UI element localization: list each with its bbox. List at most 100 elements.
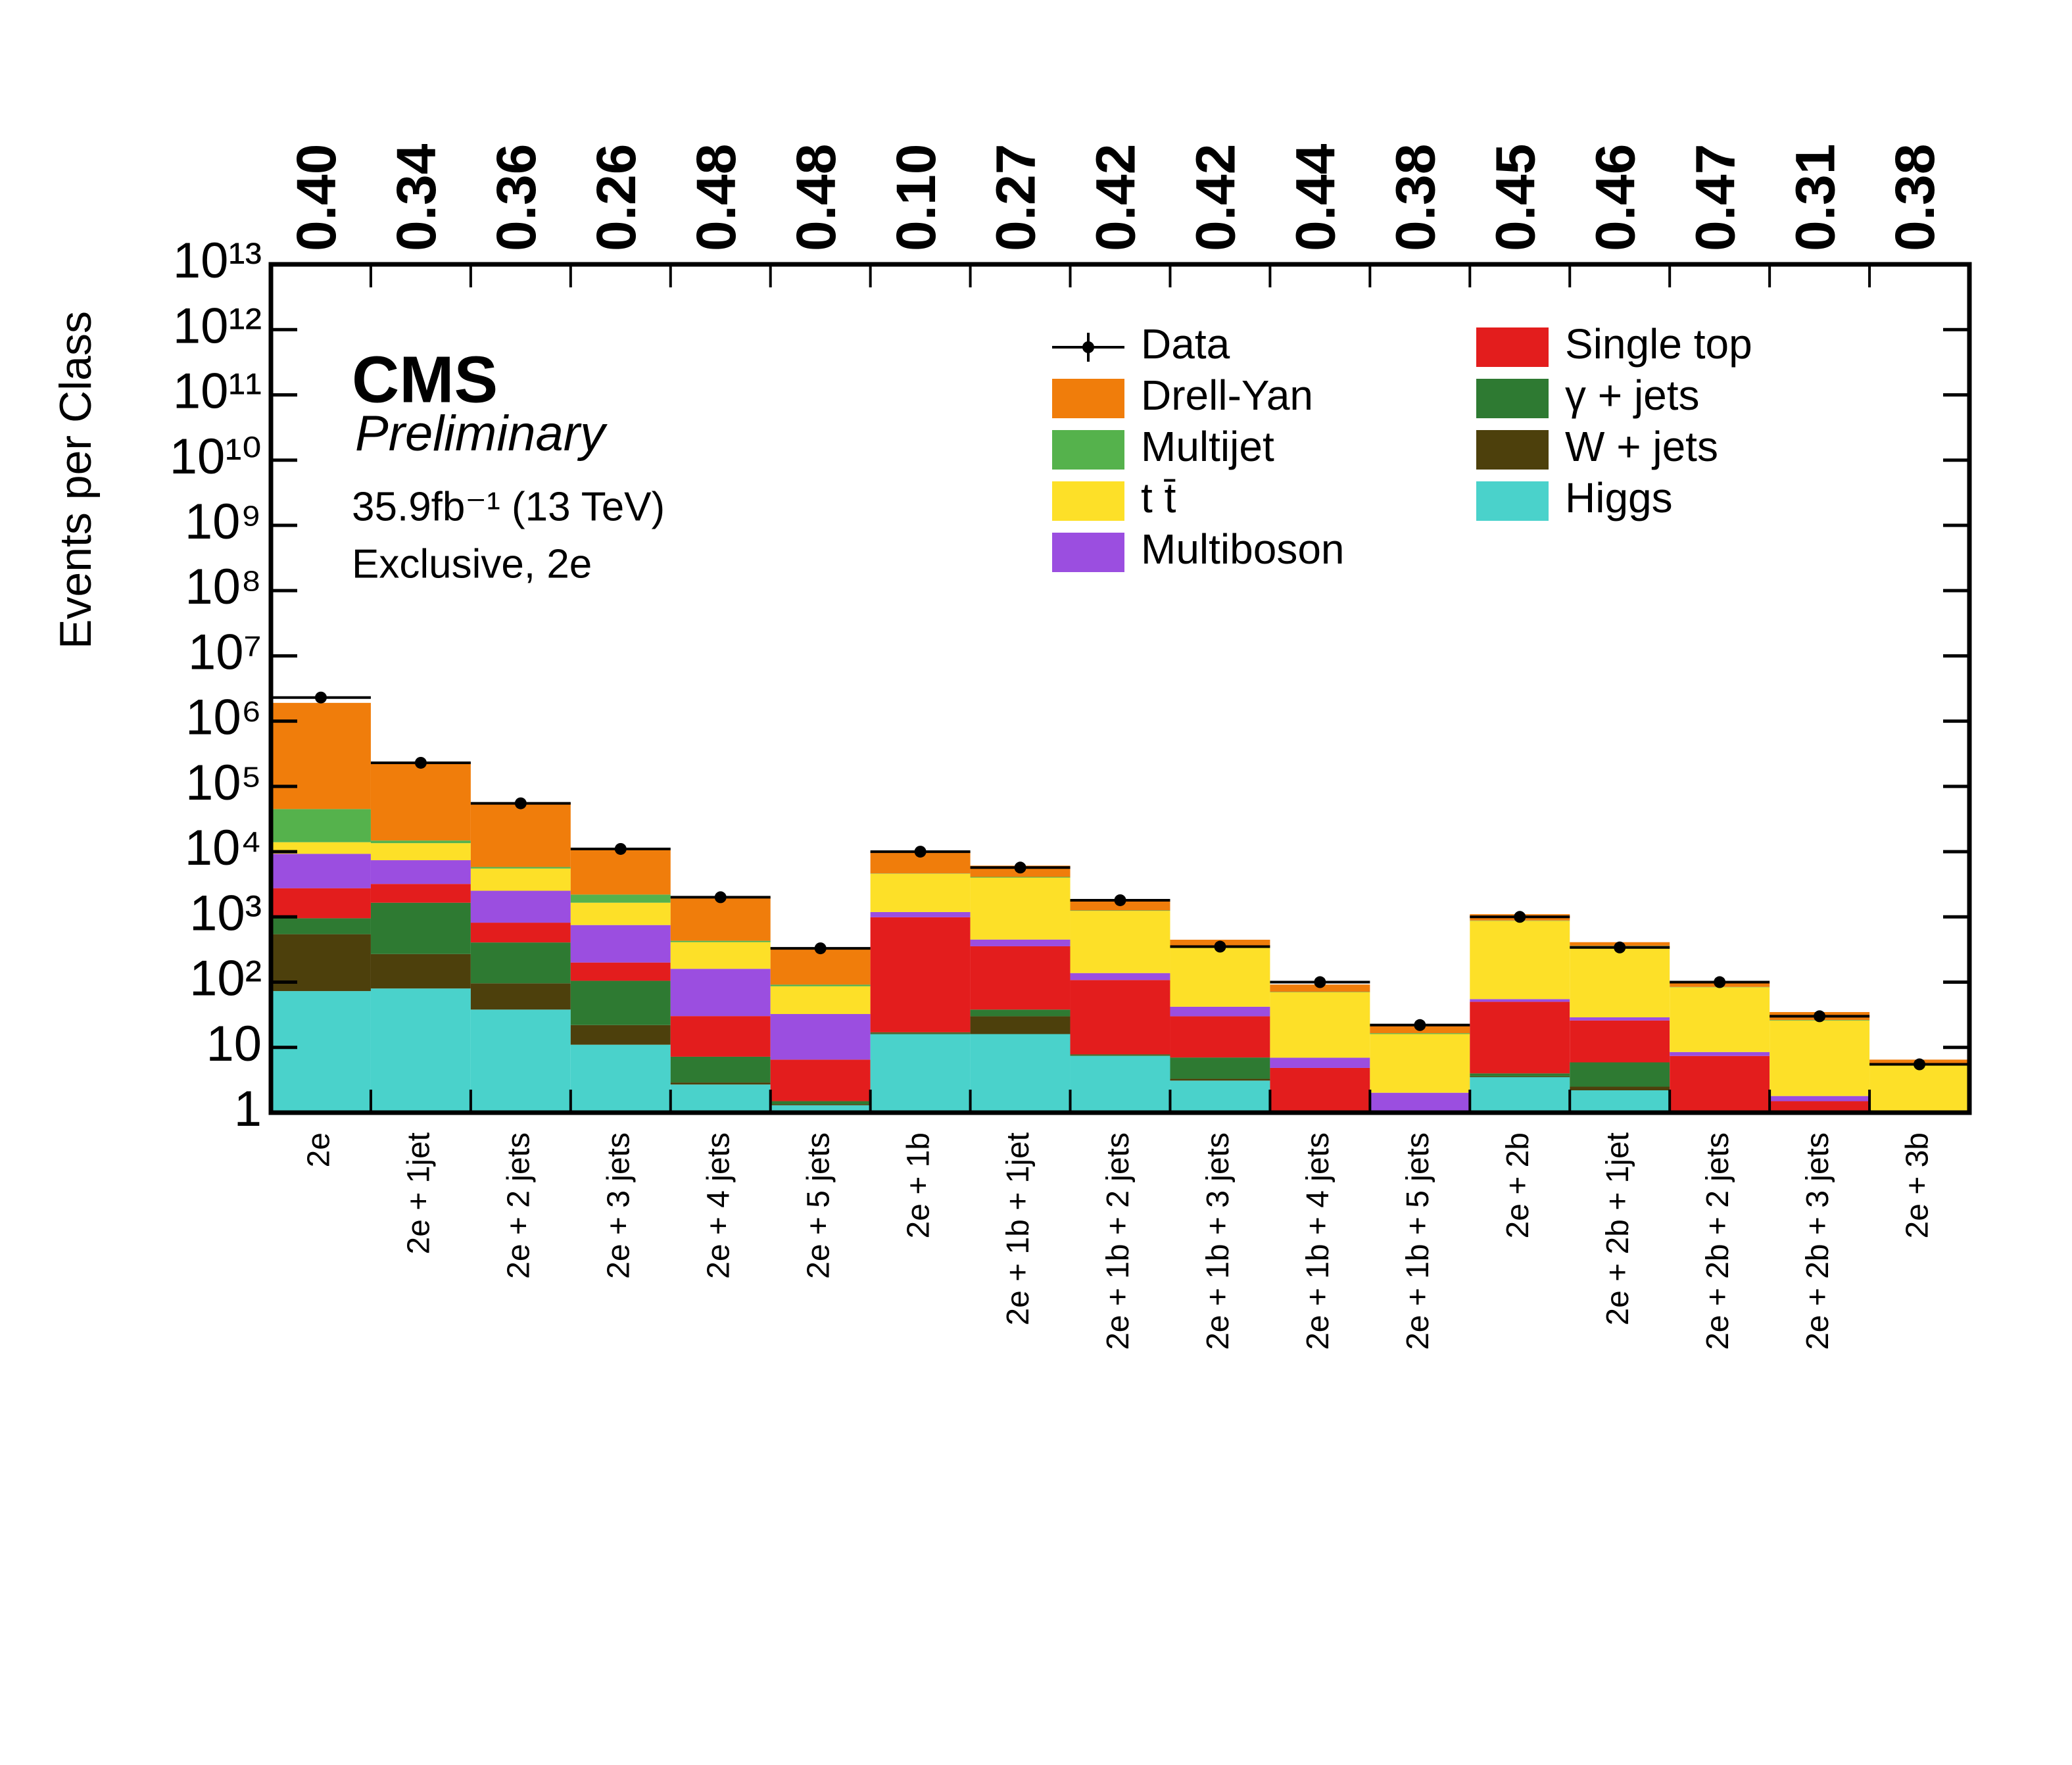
bar-segment xyxy=(670,940,771,942)
x-tick-label: 2e + 1b + 5 jets xyxy=(1401,1132,1435,1350)
bar-segment xyxy=(1570,1062,1670,1087)
top-value-label: 0.48 xyxy=(785,144,847,252)
bar-segment xyxy=(570,962,671,981)
bar-segment xyxy=(470,802,571,867)
bar-segment xyxy=(271,918,371,934)
legend-swatch xyxy=(1052,533,1124,572)
bar-segment xyxy=(870,1034,971,1113)
bar-segment xyxy=(970,1016,1071,1034)
y-tick-label: 10 xyxy=(206,1016,262,1072)
bar-segment xyxy=(1570,1020,1670,1063)
bar-segment xyxy=(770,984,871,986)
data-point xyxy=(1514,911,1526,923)
bar-segment xyxy=(1770,1096,1870,1101)
bar-segment xyxy=(1670,1052,1770,1056)
bar-segment xyxy=(470,983,571,1010)
bar-segment xyxy=(870,917,971,1032)
bar-segment xyxy=(370,988,471,1113)
bar-segment xyxy=(870,1032,971,1034)
x-tick-label: 2e + 1b + 4 jets xyxy=(1301,1132,1336,1350)
y-tick-label: 10¹⁰ xyxy=(170,429,262,485)
legend-label: Multijet xyxy=(1141,423,1274,470)
y-tick-label: 10² xyxy=(189,951,262,1007)
legend-swatch xyxy=(1052,481,1124,521)
bar-segment xyxy=(1070,1054,1170,1056)
y-tick-label: 10³ xyxy=(189,885,262,941)
bar-segment xyxy=(1470,1073,1570,1076)
legend-swatch xyxy=(1476,379,1549,418)
top-value-label: 0.10 xyxy=(885,144,947,252)
bar-segment xyxy=(1470,999,1570,1002)
bar-segment xyxy=(1070,980,1170,1055)
top-value-label: 0.42 xyxy=(1185,144,1247,252)
bar-segment xyxy=(1070,911,1170,973)
top-value-label: 0.34 xyxy=(385,143,447,251)
bar-segment xyxy=(370,884,471,903)
top-value-label: 0.47 xyxy=(1684,144,1746,252)
x-tick-label: 2e + 1b + 3 jets xyxy=(1201,1132,1236,1350)
top-value-label: 0.38 xyxy=(1385,144,1447,252)
y-tick-label: 10⁶ xyxy=(185,690,262,746)
bar-segment xyxy=(670,897,771,941)
x-tick-label: 2e + 1b + 2 jets xyxy=(1101,1132,1136,1350)
bar-segment xyxy=(570,894,671,903)
bar-segment xyxy=(1270,1067,1370,1113)
top-value-label: 0.48 xyxy=(685,144,747,252)
bar-segment xyxy=(570,1044,671,1113)
x-tick-label: 2e + 3 jets xyxy=(601,1132,636,1279)
x-tick-label: 2e + 3b xyxy=(1900,1132,1935,1238)
bar-segment xyxy=(370,860,471,884)
bar-segment xyxy=(570,902,671,925)
legend-label: γ + jets xyxy=(1565,372,1700,419)
bar-segment xyxy=(1170,1078,1270,1081)
bar-segment xyxy=(1270,984,1370,992)
bar-segment xyxy=(670,1016,771,1057)
bar-segment xyxy=(470,890,571,923)
bar-segment xyxy=(970,1034,1071,1113)
bar-segment xyxy=(470,1009,571,1113)
bar-segment xyxy=(1670,1127,1770,1132)
bar-segment xyxy=(370,840,471,844)
bar-segment xyxy=(770,1104,871,1105)
top-value-label: 0.46 xyxy=(1584,144,1646,252)
data-point xyxy=(1214,940,1226,953)
bar-segment xyxy=(1570,1090,1670,1113)
bar-segment xyxy=(271,702,371,810)
x-tick-label: 2e + 1b xyxy=(901,1132,936,1238)
top-value-label: 0.36 xyxy=(485,144,547,252)
bar-segment xyxy=(1370,1034,1470,1093)
legend-swatch xyxy=(1476,327,1549,367)
bar-segment xyxy=(870,873,971,912)
bar-segment xyxy=(870,911,971,917)
bar-segment xyxy=(271,991,371,1113)
data-point xyxy=(514,797,527,810)
y-tick-label: 10⁸ xyxy=(185,559,262,615)
bar-segment xyxy=(1570,1086,1670,1091)
data-point xyxy=(1814,1010,1826,1023)
data-point xyxy=(614,842,627,855)
bar-segment xyxy=(770,1101,871,1105)
bar-segment xyxy=(1470,921,1570,1000)
bar-segment xyxy=(770,986,871,1014)
bar-segment xyxy=(470,923,571,943)
y-tick-label: 10¹² xyxy=(173,298,262,354)
bar-segment xyxy=(1170,1006,1270,1017)
x-tick-label: 2e + 2 jets xyxy=(502,1132,537,1279)
data-point xyxy=(1414,1019,1426,1031)
bar-segment xyxy=(370,843,471,861)
bar-segment xyxy=(1570,946,1670,1018)
data-point xyxy=(1914,1058,1926,1071)
legend-swatch xyxy=(1052,379,1124,418)
legend-label: Data xyxy=(1141,320,1230,368)
y-axis-title: Events per Class xyxy=(51,311,101,649)
legend-swatch xyxy=(1052,430,1124,470)
bar-segment xyxy=(1470,1076,1570,1078)
bar-segment xyxy=(271,888,371,919)
bar-segment xyxy=(1170,1016,1270,1058)
bar-segment xyxy=(770,1105,871,1113)
bar-segment xyxy=(470,867,571,869)
data-point xyxy=(314,691,327,704)
bar-segment xyxy=(1270,1057,1370,1068)
bar-segment xyxy=(1070,910,1170,911)
